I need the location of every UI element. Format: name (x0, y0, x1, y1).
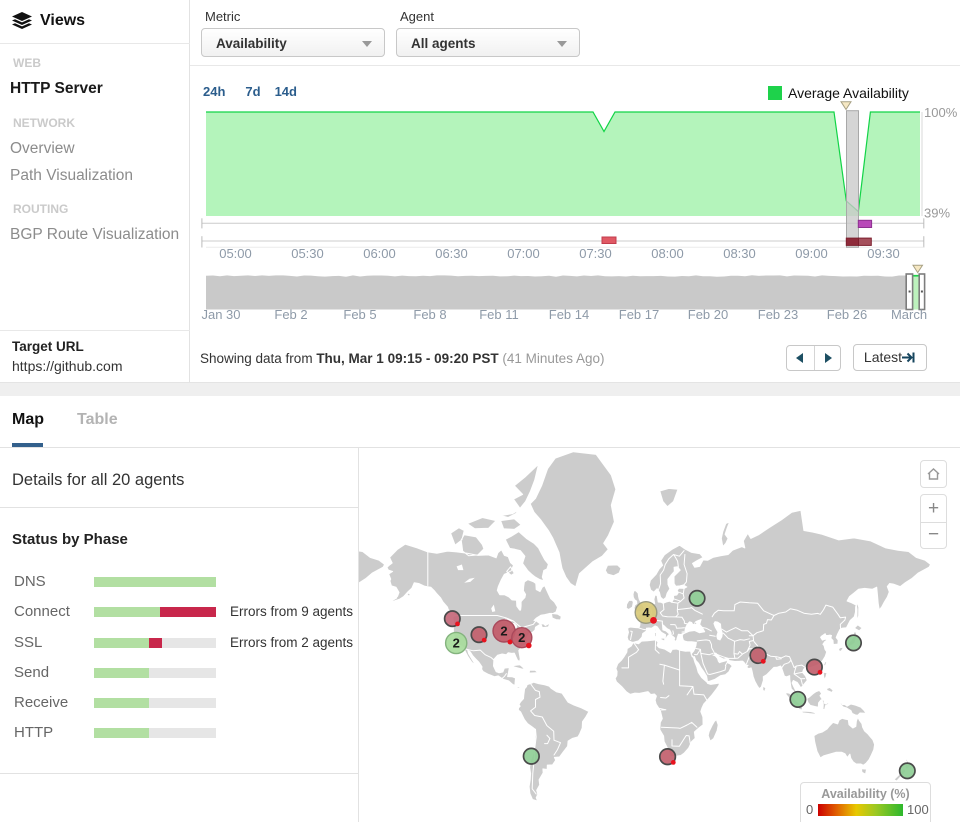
svg-text:Feb 2: Feb 2 (274, 307, 307, 322)
svg-text:Feb 23: Feb 23 (758, 307, 798, 322)
svg-text:09:00: 09:00 (795, 246, 828, 261)
svg-text:Feb 17: Feb 17 (619, 307, 659, 322)
svg-text:Jan 30: Jan 30 (201, 307, 240, 322)
svg-text:08:00: 08:00 (651, 246, 684, 261)
svg-text:08:30: 08:30 (723, 246, 756, 261)
svg-text:Feb 20: Feb 20 (688, 307, 728, 322)
svg-text:2: 2 (500, 624, 507, 639)
svg-text:4: 4 (642, 605, 650, 620)
svg-text:2: 2 (453, 636, 460, 651)
svg-text:05:30: 05:30 (291, 246, 324, 261)
svg-text:06:30: 06:30 (435, 246, 468, 261)
svg-text:09:30: 09:30 (867, 246, 900, 261)
svg-text:07:30: 07:30 (579, 246, 612, 261)
svg-text:100%: 100% (924, 105, 958, 120)
svg-text:Feb 14: Feb 14 (549, 307, 589, 322)
svg-text:March: March (891, 307, 927, 322)
svg-text:Feb 26: Feb 26 (827, 307, 867, 322)
svg-text:05:00: 05:00 (219, 246, 252, 261)
svg-text:Feb 5: Feb 5 (343, 307, 376, 322)
svg-text:07:00: 07:00 (507, 246, 540, 261)
svg-text:39%: 39% (924, 206, 950, 221)
svg-text:2: 2 (518, 630, 525, 645)
svg-text:06:00: 06:00 (363, 246, 396, 261)
svg-text:Feb 11: Feb 11 (479, 307, 519, 322)
svg-text:Feb 8: Feb 8 (413, 307, 446, 322)
